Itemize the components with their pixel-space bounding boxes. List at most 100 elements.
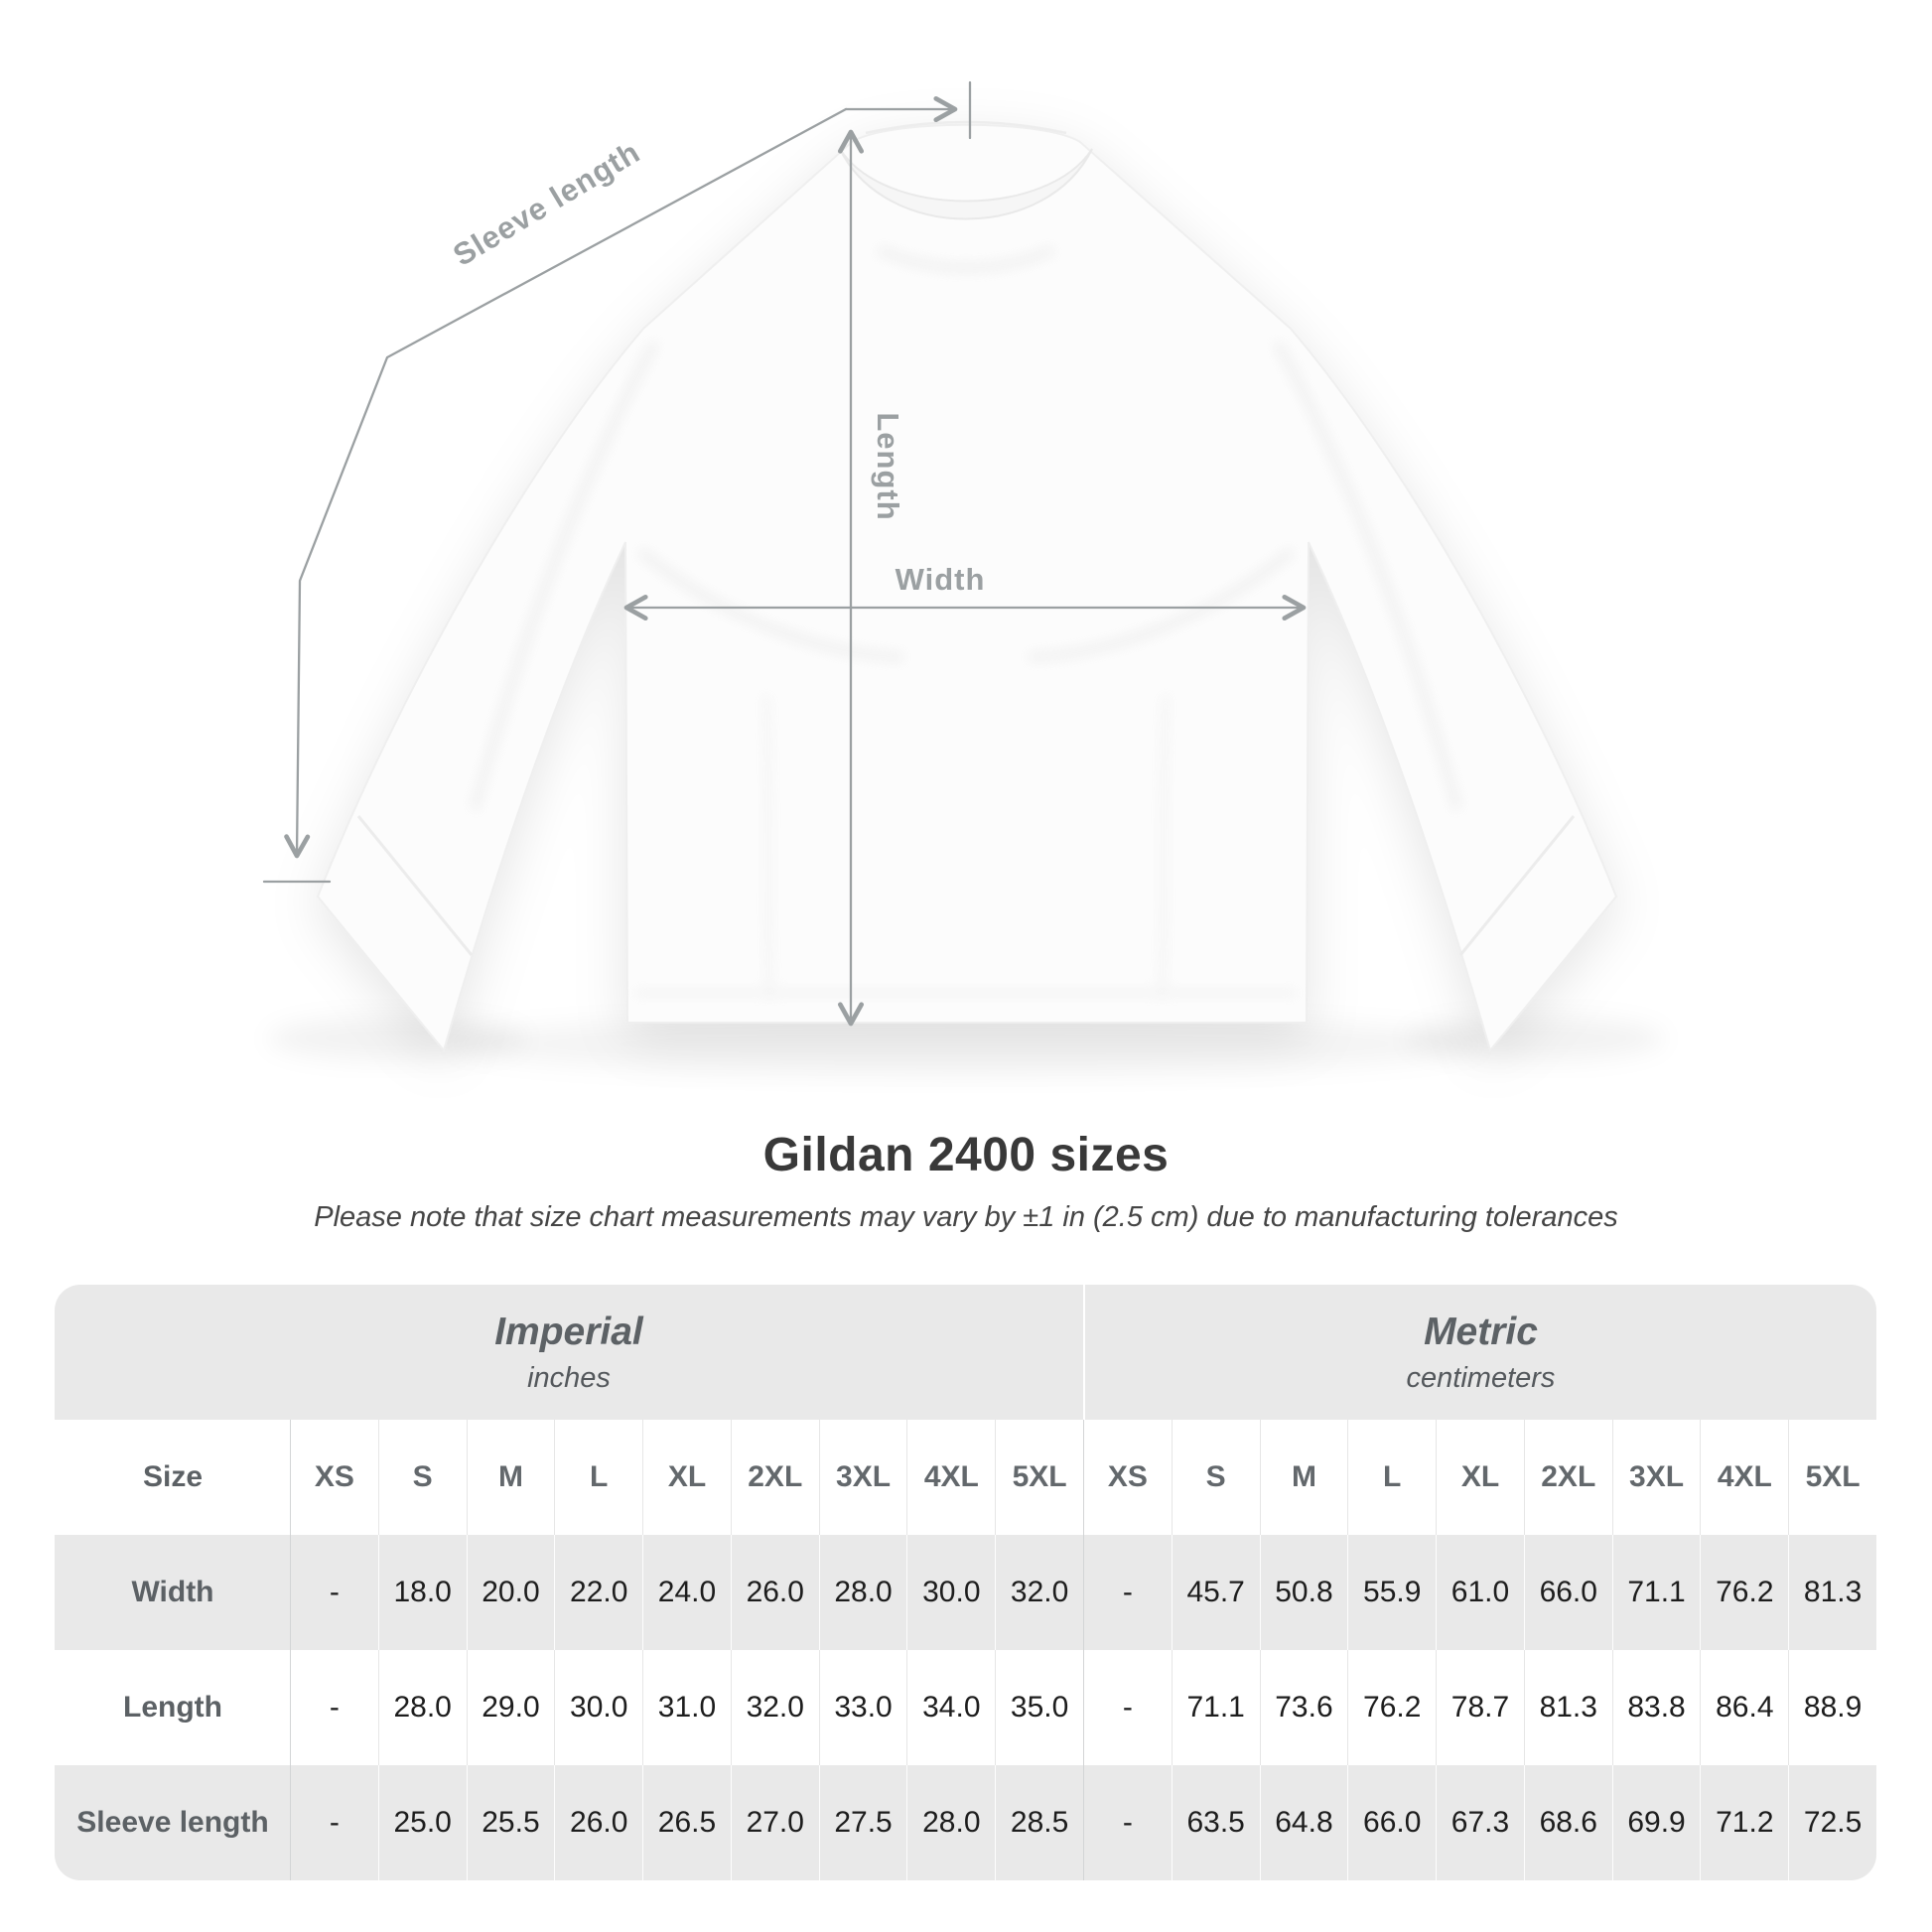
size-header-cell: XL (1436, 1420, 1524, 1535)
size-value-cell: 73.6 (1259, 1650, 1348, 1765)
size-header-cell: 2XL (730, 1420, 819, 1535)
page-title: Gildan 2400 sizes (762, 1129, 1170, 1181)
units-band: Imperial inches Metric centimeters (55, 1285, 1876, 1420)
size-value-cell: 18.0 (377, 1535, 467, 1650)
shirt-diagram: Sleeve length Length Width (262, 80, 1664, 1074)
size-header-cell: L (554, 1420, 642, 1535)
size-value-cell: 29.0 (466, 1650, 555, 1765)
size-value-cell: 24.0 (642, 1535, 731, 1650)
size-header-cell: XS (290, 1420, 378, 1535)
size-header-cell: M (466, 1420, 555, 1535)
size-value-cell: 76.2 (1700, 1535, 1788, 1650)
row-label-cell: Sleeve length (76, 1806, 269, 1839)
size-value-cell: 67.3 (1436, 1765, 1524, 1880)
metric-section-unit: centimeters (1406, 1361, 1556, 1394)
size-value-cell: 86.4 (1700, 1650, 1788, 1765)
metric-section-title: Metric (1424, 1310, 1538, 1353)
size-value-cell: 50.8 (1259, 1535, 1348, 1650)
measurement-row: Sleeve length -25.0 25.5 26.0 26.5 27.0 27.5 28… (55, 1765, 1876, 1880)
size-value-cell: 71.1 (1611, 1535, 1701, 1650)
size-header-cell: 4XL (1700, 1420, 1788, 1535)
size-value-cell: 30.0 (554, 1650, 642, 1765)
tolerance-note: Please note that size chart measurements… (314, 1201, 1618, 1233)
right-cuff-seam (1458, 815, 1576, 956)
size-value-cell: 64.8 (1259, 1765, 1348, 1880)
collar-band (839, 148, 1093, 220)
size-value-cell: 27.5 (818, 1765, 907, 1880)
size-value-cell: - (1083, 1535, 1172, 1650)
imperial-section-unit: inches (527, 1361, 611, 1394)
size-header-cell: 3XL (1611, 1420, 1701, 1535)
size-header-cell: S (1171, 1420, 1260, 1535)
size-value-cell: 78.7 (1436, 1650, 1524, 1765)
size-table-rows: Size XS S M L XL 2XL 3XL 4XL 5XL XS S M L XL 2XL 3XL 4XL 5… (55, 1420, 1876, 1880)
size-value-cell: 72.5 (1788, 1765, 1876, 1880)
size-header-row: Size XS S M L XL 2XL 3XL 4XL 5XL XS S M L XL 2XL 3XL 4XL 5… (55, 1420, 1876, 1535)
size-value-cell: 35.0 (995, 1650, 1083, 1765)
size-table: Imperial inches Metric centimeters Size X… (55, 1285, 1876, 1880)
size-header-cell: S (377, 1420, 467, 1535)
size-value-cell: 32.0 (730, 1650, 819, 1765)
measurement-row: Width -18.0 20.0 22.0 24.0 26.0 28.0 30.0 32.0-4… (55, 1535, 1876, 1650)
size-value-cell: 26.0 (554, 1765, 642, 1880)
size-header-cell: 2XL (1523, 1420, 1612, 1535)
size-value-cell: 66.0 (1523, 1535, 1612, 1650)
size-value-cell: 81.3 (1788, 1535, 1876, 1650)
size-value-cell: - (290, 1765, 378, 1880)
size-header-cell: 5XL (995, 1420, 1083, 1535)
size-value-cell: 25.0 (377, 1765, 467, 1880)
shirt-illustration (316, 120, 1618, 1053)
size-value-cell: 32.0 (995, 1535, 1083, 1650)
size-value-cell: - (1083, 1650, 1172, 1765)
left-cuff-seam (356, 815, 474, 956)
fabric-folds (470, 245, 1462, 999)
row-label-cell: Width (131, 1576, 214, 1608)
width-label: Width (896, 562, 986, 597)
size-value-cell: 88.9 (1788, 1650, 1876, 1765)
size-value-cell: 28.0 (818, 1535, 907, 1650)
size-header-cell: L (1347, 1420, 1436, 1535)
size-value-cell: 28.5 (995, 1765, 1083, 1880)
size-value-cell: 45.7 (1171, 1535, 1260, 1650)
size-value-cell: 22.0 (554, 1535, 642, 1650)
size-value-cell: 26.0 (730, 1535, 819, 1650)
size-value-cell: 28.0 (906, 1765, 995, 1880)
imperial-section-title: Imperial (494, 1310, 643, 1353)
size-header-cell: XL (642, 1420, 731, 1535)
size-value-cell: - (290, 1535, 378, 1650)
sleeve-length-label: Sleeve length (447, 134, 645, 273)
size-value-cell: 63.5 (1171, 1765, 1260, 1880)
size-value-cell: 30.0 (906, 1535, 995, 1650)
imperial-section-header: Imperial inches (55, 1285, 1083, 1420)
size-value-cell: 83.8 (1611, 1650, 1701, 1765)
shirt-shadow (268, 1015, 1664, 1074)
size-value-cell: 28.0 (377, 1650, 467, 1765)
size-value-cell: 66.0 (1347, 1765, 1436, 1880)
row-label-cell: Length (123, 1691, 222, 1724)
corner-header-cell: Size (142, 1460, 204, 1493)
size-value-cell: 81.3 (1523, 1650, 1612, 1765)
size-value-cell: 68.6 (1523, 1765, 1612, 1880)
size-value-cell: 31.0 (642, 1650, 731, 1765)
size-value-cell: 71.1 (1171, 1650, 1260, 1765)
measurement-row: Length -28.0 29.0 30.0 31.0 32.0 33.0 34.0 35.0-… (55, 1650, 1876, 1765)
size-value-cell: 20.0 (466, 1535, 555, 1650)
sleeve-length-line (284, 107, 848, 859)
back-collar-line (865, 120, 1067, 135)
metric-section-header: Metric centimeters (1083, 1285, 1876, 1420)
size-header-cell: M (1259, 1420, 1348, 1535)
size-header-cell: 4XL (906, 1420, 995, 1535)
size-value-cell: 69.9 (1611, 1765, 1701, 1880)
size-value-cell: 34.0 (906, 1650, 995, 1765)
shirt-silhouette (316, 123, 1618, 1053)
size-value-cell: 55.9 (1347, 1535, 1436, 1650)
size-value-cell: 61.0 (1436, 1535, 1524, 1650)
size-value-cell: - (1083, 1765, 1172, 1880)
size-value-cell: 76.2 (1347, 1650, 1436, 1765)
size-value-cell: - (290, 1650, 378, 1765)
size-value-cell: 26.5 (642, 1765, 731, 1880)
size-value-cell: 25.5 (466, 1765, 555, 1880)
length-label: Length (871, 412, 905, 520)
size-value-cell: 71.2 (1700, 1765, 1788, 1880)
